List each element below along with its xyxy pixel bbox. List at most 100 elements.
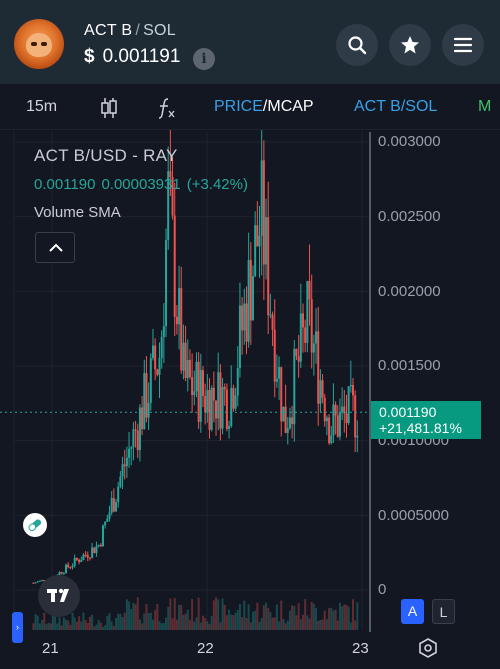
scroll-handle[interactable]: › bbox=[12, 612, 23, 643]
candle-body bbox=[293, 348, 296, 425]
volume-bar bbox=[65, 619, 68, 630]
candlestick-icon[interactable] bbox=[99, 96, 119, 120]
volume-bar bbox=[69, 624, 72, 630]
candle-body bbox=[265, 217, 268, 265]
candle-body bbox=[188, 359, 191, 378]
candle-body bbox=[82, 554, 85, 561]
volume-bar bbox=[328, 608, 331, 630]
candle-body bbox=[228, 425, 231, 429]
volume-bar bbox=[336, 620, 339, 630]
volume-bar bbox=[51, 615, 54, 630]
volume-bar bbox=[147, 613, 150, 630]
settings-icon[interactable] bbox=[416, 636, 440, 660]
candle-body bbox=[180, 288, 183, 371]
volume-bar bbox=[321, 619, 324, 630]
candle-body bbox=[162, 326, 165, 338]
volume-bar bbox=[80, 621, 83, 630]
volume-bar bbox=[243, 600, 246, 630]
candle-body bbox=[60, 572, 63, 574]
candle-body bbox=[262, 160, 265, 265]
volume-bar bbox=[41, 619, 44, 630]
candle-body bbox=[341, 406, 344, 413]
candle-body bbox=[195, 361, 198, 392]
candle-body bbox=[312, 343, 315, 353]
volume-bar bbox=[223, 604, 226, 630]
quote-symbol: SOL bbox=[143, 22, 176, 39]
volume-bar bbox=[275, 604, 278, 630]
volume-bar bbox=[334, 609, 337, 630]
pill-icon[interactable] bbox=[23, 513, 47, 537]
menu-icon bbox=[453, 37, 473, 53]
volume-bar bbox=[262, 605, 265, 630]
candle-body bbox=[258, 235, 261, 247]
volume-bar bbox=[47, 622, 50, 630]
toolbar-cutoff-item[interactable]: M bbox=[478, 98, 492, 115]
candle-body bbox=[330, 435, 333, 444]
info-icon[interactable]: i bbox=[193, 48, 215, 70]
candle-body bbox=[32, 582, 35, 584]
candle-body bbox=[156, 369, 159, 375]
candle-body bbox=[197, 361, 200, 422]
volume-bar bbox=[195, 617, 198, 630]
volume-bar bbox=[306, 615, 309, 630]
tradingview-logo-icon[interactable] bbox=[38, 575, 80, 617]
volume-bar bbox=[156, 603, 159, 630]
candle-body bbox=[278, 367, 281, 379]
volume-bar bbox=[247, 604, 250, 630]
log-scale-button[interactable]: L bbox=[432, 599, 455, 624]
volume-bar bbox=[58, 617, 61, 630]
avatar-eye-right bbox=[41, 42, 47, 46]
candle-body bbox=[284, 406, 287, 433]
auto-scale-button[interactable]: A bbox=[401, 599, 424, 624]
volume-bar bbox=[54, 613, 57, 630]
volume-bar bbox=[32, 623, 35, 630]
candle-body bbox=[128, 448, 131, 458]
volume-bar bbox=[154, 610, 157, 630]
candle-body bbox=[336, 415, 339, 437]
candle-body bbox=[299, 313, 302, 362]
token-pair[interactable]: ACT B / SOL bbox=[84, 22, 176, 40]
volume-bar bbox=[315, 607, 318, 630]
candle-body bbox=[108, 512, 111, 519]
volume-bar bbox=[60, 625, 63, 630]
candle-body bbox=[119, 476, 122, 487]
volume-bar bbox=[82, 612, 85, 630]
candle-body bbox=[238, 305, 241, 368]
volume-bar bbox=[221, 598, 224, 630]
search-button[interactable] bbox=[336, 24, 378, 66]
volume-bar bbox=[319, 619, 322, 630]
favorite-button[interactable] bbox=[389, 24, 431, 66]
price-mcap-toggle[interactable]: PRICE/MCAP bbox=[214, 98, 314, 116]
candle-body bbox=[91, 547, 94, 558]
volume-bar bbox=[341, 606, 344, 630]
volume-bar bbox=[108, 613, 111, 630]
candle-body bbox=[67, 564, 70, 568]
candle-body bbox=[149, 358, 152, 403]
interval-selector[interactable]: 15m bbox=[26, 98, 58, 115]
candle-body bbox=[171, 177, 174, 216]
volume-bar bbox=[182, 614, 185, 630]
menu-button[interactable] bbox=[442, 24, 484, 66]
volume-sma-label[interactable]: Volume SMA bbox=[34, 204, 121, 221]
chevron-up-icon bbox=[49, 243, 63, 252]
volume-bar bbox=[169, 598, 172, 630]
candle-body bbox=[310, 299, 313, 353]
price-chart[interactable] bbox=[0, 130, 500, 635]
volume-bar bbox=[75, 621, 78, 630]
candle-body bbox=[260, 160, 263, 236]
candle-body bbox=[243, 303, 246, 331]
candle-body bbox=[34, 582, 37, 584]
volume-bar bbox=[258, 621, 261, 630]
volume-bar bbox=[125, 599, 128, 630]
function-icon[interactable] bbox=[156, 96, 178, 120]
volume-bar bbox=[254, 610, 257, 630]
volume-bar bbox=[236, 610, 239, 630]
pair-toggle[interactable]: ACT B/SOL bbox=[354, 98, 438, 115]
price-value: 0.001191 bbox=[102, 46, 181, 67]
price-mode-label: PRICE bbox=[214, 98, 263, 115]
candle-body bbox=[184, 342, 187, 379]
collapse-legend-button[interactable] bbox=[35, 232, 75, 263]
candle-body bbox=[347, 386, 350, 424]
token-avatar[interactable] bbox=[14, 19, 64, 69]
volume-bar bbox=[234, 612, 237, 630]
